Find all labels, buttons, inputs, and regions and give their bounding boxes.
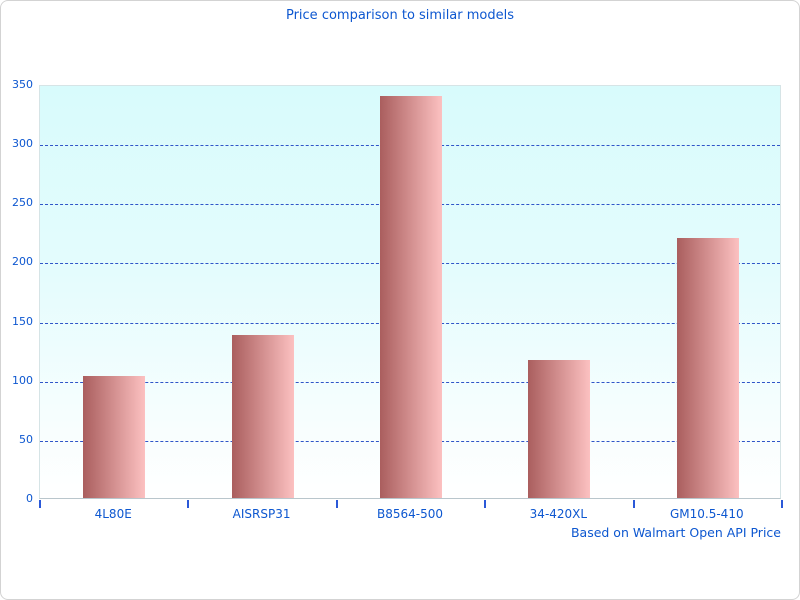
bar-34-420XL [528, 359, 591, 498]
y-axis-label-350: 350 [12, 78, 33, 91]
x-axis-label-GM10.5-410: GM10.5-410 [669, 507, 744, 521]
x-axis-tick-5 [781, 500, 783, 508]
chart-title: Price comparison to similar models [285, 8, 515, 23]
x-axis-tick-4 [632, 500, 635, 508]
chart-caption: Based on Walmart Open API Price [570, 525, 781, 540]
bar-B8564-500 [380, 95, 442, 498]
x-axis-label-B8564-500: B8564-500 [376, 507, 443, 521]
bar-GM10.5-410 [676, 237, 739, 498]
bar-4L80E [83, 376, 146, 498]
x-axis-tick-2 [335, 500, 338, 508]
x-axis-label-4L80E: 4L80E [94, 507, 132, 521]
y-axis-label-150: 150 [12, 314, 33, 328]
x-axis-tick-0 [39, 500, 41, 508]
y-axis-label-250: 250 [12, 196, 33, 210]
bar-AISRSP31 [231, 334, 294, 498]
y-axis-label-300: 300 [12, 137, 33, 151]
plot-area [39, 85, 783, 508]
x-axis-label-AISRSP31: AISRSP31 [232, 507, 291, 521]
x-axis-tick-1 [187, 500, 190, 508]
x-axis-label-34-420XL: 34-420XL [529, 507, 588, 521]
x-axis-tick-3 [484, 500, 487, 508]
y-axis-label-50: 50 [19, 432, 33, 446]
y-axis-label-100: 100 [12, 373, 33, 387]
y-axis-label-0: 0 [26, 492, 33, 505]
y-axis-label-200: 200 [12, 255, 33, 269]
